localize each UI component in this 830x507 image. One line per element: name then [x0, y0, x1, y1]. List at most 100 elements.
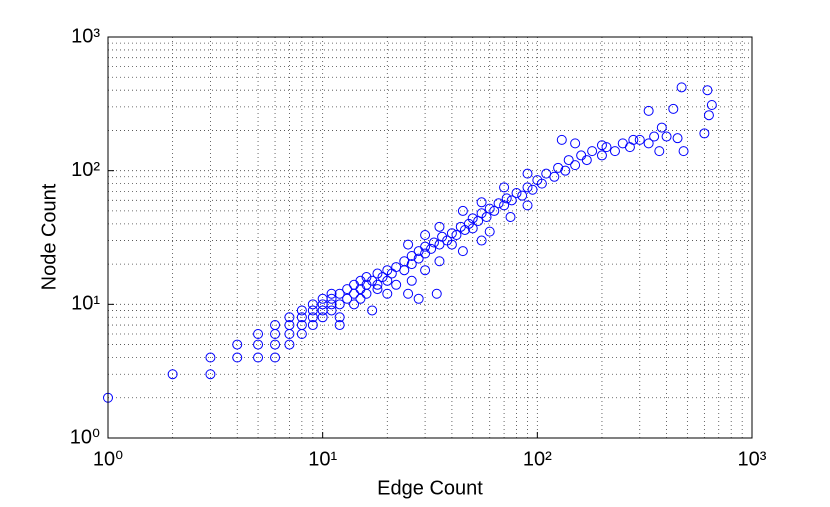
point [205, 352, 216, 363]
point [334, 312, 345, 323]
point [676, 82, 687, 93]
point [382, 275, 393, 286]
point [307, 305, 318, 316]
point [253, 328, 264, 339]
point [167, 369, 178, 380]
point [476, 235, 487, 246]
point [668, 103, 679, 114]
point [481, 212, 492, 223]
point [706, 99, 717, 110]
point [428, 237, 439, 248]
point [699, 128, 710, 139]
point [499, 182, 510, 193]
x-tick-label: 10² [523, 448, 552, 470]
point [661, 131, 672, 142]
point [296, 305, 307, 316]
plot-frame [107, 36, 753, 439]
point [563, 155, 574, 166]
point [372, 268, 383, 279]
points [103, 82, 717, 403]
point [484, 226, 495, 237]
x-tick-label: 10³ [738, 448, 767, 470]
y-tick-label: 10² [71, 159, 100, 181]
point [420, 265, 431, 276]
point [270, 320, 281, 331]
y-axis-label: Node Count [38, 183, 60, 290]
point [307, 299, 318, 310]
point [570, 160, 581, 171]
point [382, 288, 393, 299]
point [270, 339, 281, 350]
point [406, 259, 417, 270]
point [284, 312, 295, 323]
point [553, 162, 564, 173]
point [643, 105, 654, 116]
point [517, 190, 528, 201]
point [587, 146, 598, 157]
point [501, 193, 512, 204]
point [403, 288, 414, 299]
point [431, 288, 442, 299]
point [367, 305, 378, 316]
point [355, 293, 366, 304]
point [232, 339, 243, 350]
point [581, 155, 592, 166]
point [702, 85, 713, 96]
point [560, 165, 571, 176]
point [672, 133, 683, 144]
point [403, 239, 414, 250]
point [317, 312, 328, 323]
point [284, 320, 295, 331]
point [372, 284, 383, 295]
point [467, 213, 478, 224]
point [434, 256, 445, 267]
point [413, 253, 424, 264]
point [434, 239, 445, 250]
point [406, 275, 417, 286]
point [536, 178, 547, 189]
point [476, 208, 487, 219]
point [284, 339, 295, 350]
point [334, 299, 345, 310]
point [205, 369, 216, 380]
y-tick-label: 10³ [71, 25, 100, 47]
point [307, 320, 318, 331]
point [527, 184, 538, 195]
point [406, 250, 417, 261]
point [549, 171, 560, 182]
point [522, 182, 533, 193]
point [420, 241, 431, 252]
point [476, 197, 487, 208]
point [413, 293, 424, 304]
point [556, 134, 567, 145]
point [596, 150, 607, 161]
point [656, 122, 667, 133]
point [499, 200, 510, 211]
point [372, 279, 383, 290]
point [232, 352, 243, 363]
point [326, 288, 337, 299]
point [426, 243, 437, 254]
point [505, 212, 516, 223]
point [643, 138, 654, 149]
point [326, 305, 337, 316]
point [253, 352, 264, 363]
point [399, 256, 410, 267]
point [437, 231, 448, 242]
point [654, 146, 665, 157]
y-tick-label: 10⁰ [70, 426, 100, 448]
point [457, 246, 468, 257]
point [678, 146, 689, 157]
point [391, 279, 402, 290]
point [253, 339, 264, 350]
point [446, 239, 457, 250]
point [493, 198, 504, 209]
point [511, 188, 522, 199]
point [361, 272, 372, 283]
point [522, 200, 533, 211]
point [334, 320, 345, 331]
point [434, 221, 445, 232]
point [420, 230, 431, 241]
